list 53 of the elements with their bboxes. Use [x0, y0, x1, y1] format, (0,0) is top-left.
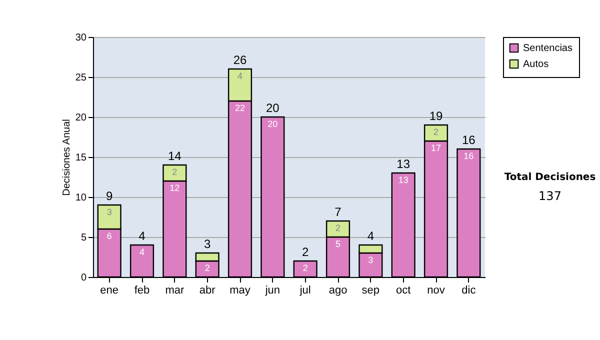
- data-label: 20: [268, 119, 278, 129]
- data-label: 4: [237, 71, 243, 81]
- total-label: 7: [334, 205, 342, 219]
- total-label: 13: [396, 157, 410, 171]
- data-label: 6: [106, 231, 112, 241]
- data-label: 5: [335, 239, 341, 249]
- x-tick-label: jul: [298, 284, 311, 296]
- total-label: 9: [106, 189, 113, 203]
- data-label: 3: [106, 207, 112, 217]
- total-label: 16: [462, 133, 476, 147]
- data-label: 16: [464, 151, 474, 161]
- total-label: 2: [302, 245, 309, 259]
- x-tick-label: may: [230, 284, 251, 296]
- y-tick-label: 15: [75, 152, 87, 164]
- total-label: 4: [367, 229, 374, 243]
- x-tick-label: abr: [199, 284, 216, 296]
- x-tick-label: sep: [362, 284, 380, 296]
- x-tick-label: ene: [100, 284, 119, 296]
- data-label: 2: [433, 127, 439, 137]
- x-tick-label: nov: [427, 284, 446, 296]
- data-label: 2: [302, 263, 308, 273]
- x-tick-label: mar: [165, 284, 184, 296]
- y-tick-label: 20: [75, 112, 87, 124]
- y-tick-label: 0: [80, 272, 87, 284]
- data-label: 3: [368, 255, 374, 265]
- y-tick-label: 10: [75, 192, 87, 204]
- total-label: 20: [266, 101, 280, 115]
- x-tick-label: dic: [462, 284, 476, 296]
- data-label: 2: [172, 167, 178, 177]
- legend-label: Autos: [523, 59, 549, 70]
- x-tick-label: feb: [134, 284, 150, 296]
- text: 137: [538, 189, 562, 203]
- data-label: 4: [139, 247, 145, 257]
- total-label: 3: [204, 237, 211, 251]
- y-axis-title: Decisiones Anual: [61, 119, 72, 196]
- data-label: 2: [335, 223, 341, 233]
- total-label: 14: [168, 149, 182, 163]
- total-label: 4: [138, 229, 146, 243]
- data-label: 22: [234, 103, 246, 113]
- data-label: 13: [398, 175, 408, 185]
- y-tick-label: 30: [75, 32, 87, 44]
- text: Total Decisiones: [503, 172, 597, 183]
- y-tick-label: 25: [75, 72, 87, 84]
- x-tick-label: oct: [396, 284, 411, 296]
- legend-label: Sentencias: [523, 43, 572, 54]
- data-label: 12: [170, 183, 180, 193]
- y-tick-label: 5: [80, 232, 87, 244]
- total-label: 19: [429, 109, 443, 123]
- data-label: 2: [204, 263, 210, 273]
- total-label: 26: [233, 53, 247, 67]
- data-label: 17: [430, 143, 442, 153]
- x-tick-label: ago: [328, 284, 348, 296]
- x-tick-label: jun: [264, 284, 280, 296]
